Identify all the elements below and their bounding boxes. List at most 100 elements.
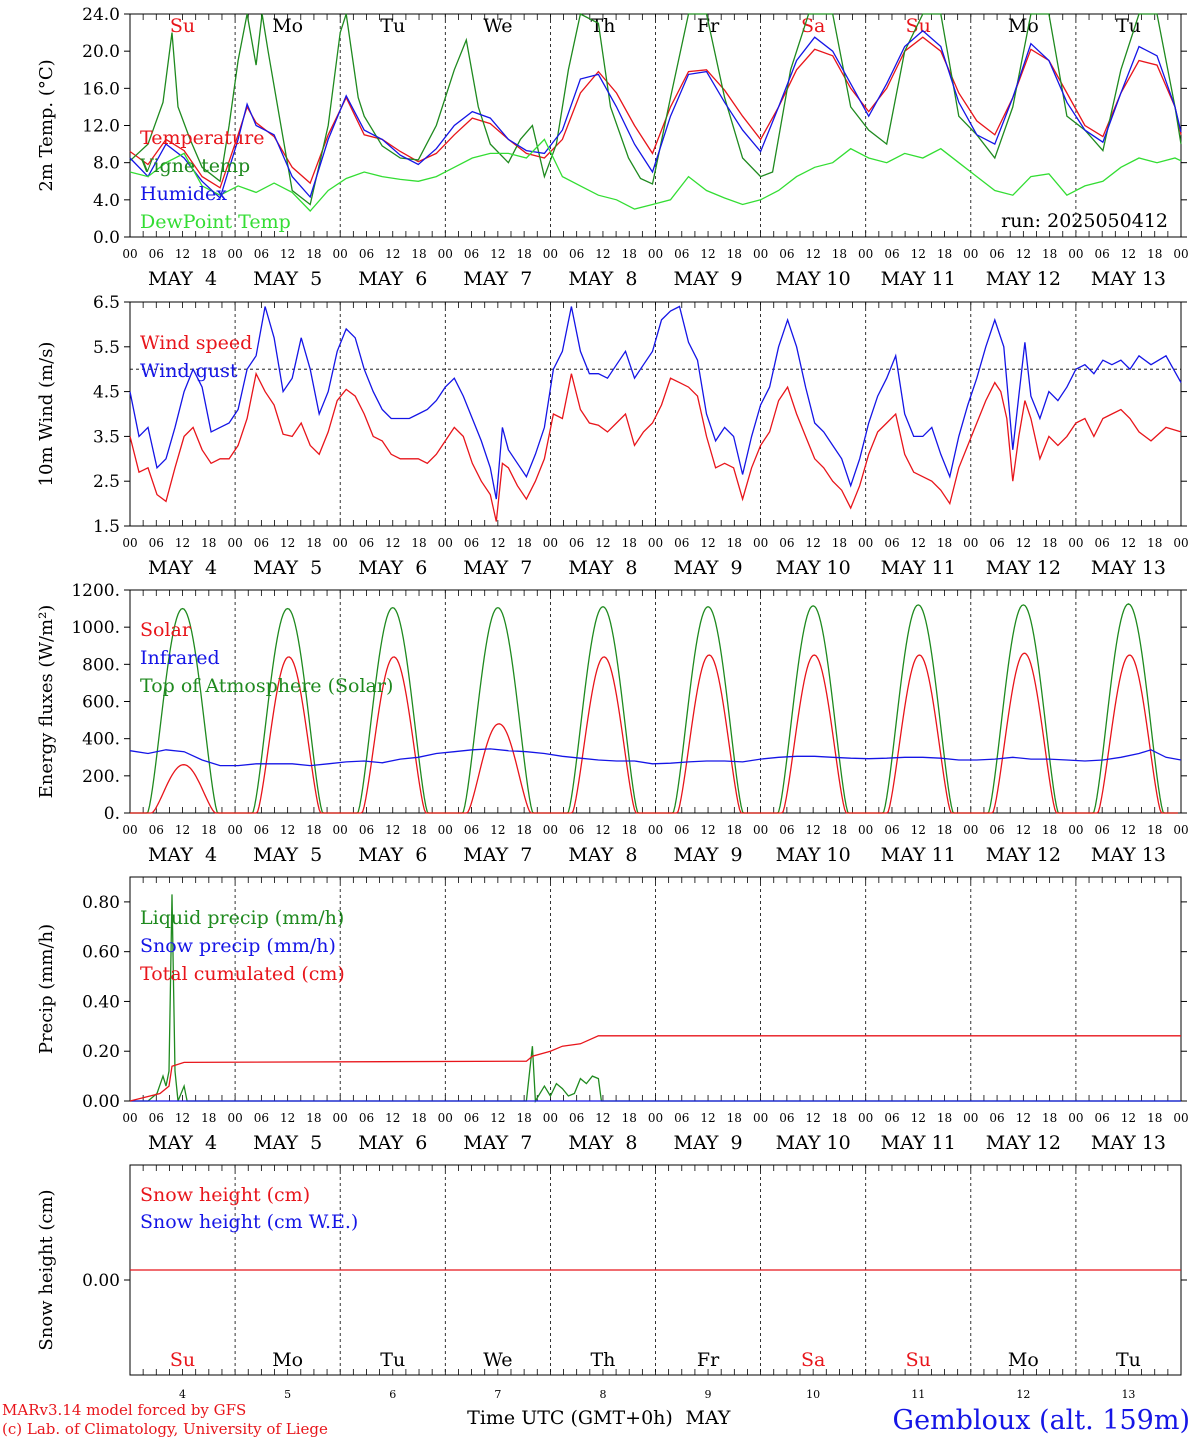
hour-tick-label: 00 bbox=[438, 823, 453, 837]
hour-tick-label: 06 bbox=[884, 247, 899, 261]
hour-tick-label: 06 bbox=[989, 823, 1004, 837]
hour-tick-label: 00 bbox=[1173, 536, 1188, 550]
hour-tick-label: 12 bbox=[490, 823, 505, 837]
date-label: MAY 5 bbox=[253, 557, 322, 579]
date-label: MAY 12 bbox=[986, 844, 1061, 866]
hour-tick-label: 18 bbox=[411, 1111, 426, 1125]
hour-tick-label: 00 bbox=[1173, 247, 1188, 261]
hour-tick-label: 18 bbox=[306, 1111, 321, 1125]
hour-tick-label: 12 bbox=[595, 823, 610, 837]
y-tick-label: 600. bbox=[82, 693, 120, 713]
hour-tick-label: 00 bbox=[543, 1111, 558, 1125]
hour-tick-label: 06 bbox=[359, 823, 374, 837]
hour-tick-label: 18 bbox=[832, 1111, 847, 1125]
y-tick-label: 4.0 bbox=[93, 191, 120, 211]
hour-tick-label: 12 bbox=[911, 823, 926, 837]
hour-tick-label: 00 bbox=[1068, 1111, 1083, 1125]
y-tick-label: 1000. bbox=[71, 618, 120, 638]
y-tick-label: 0.0 bbox=[93, 228, 120, 248]
run-label: run: 2025050412 bbox=[1001, 210, 1168, 232]
hour-tick-label: 06 bbox=[149, 823, 164, 837]
hour-tick-label: 00 bbox=[438, 1111, 453, 1125]
y-axis-label: Precip (mm/h) bbox=[36, 924, 57, 1054]
hour-tick-label: 06 bbox=[569, 1111, 584, 1125]
day-name-label: Tu bbox=[380, 1349, 405, 1371]
hour-tick-label: 12 bbox=[911, 536, 926, 550]
y-tick-label: 1200. bbox=[71, 581, 120, 601]
x-axis-label: Time UTC (GMT+0h) bbox=[467, 1407, 673, 1429]
infrared-line bbox=[129, 748, 1182, 767]
hour-tick-label: 12 bbox=[1121, 1111, 1136, 1125]
hour-tick-label: 06 bbox=[674, 1111, 689, 1125]
y-tick-label: 16.0 bbox=[82, 79, 120, 99]
hour-tick-label: 12 bbox=[280, 247, 295, 261]
hour-tick-label: 18 bbox=[1147, 823, 1162, 837]
hour-tick-label: 18 bbox=[411, 536, 426, 550]
hour-tick-label: 12 bbox=[490, 247, 505, 261]
hour-tick-label: 00 bbox=[333, 1111, 348, 1125]
hour-tick-label: 00 bbox=[1068, 823, 1083, 837]
hour-tick-label: 12 bbox=[175, 247, 190, 261]
hour-tick-label: 18 bbox=[411, 823, 426, 837]
hour-tick-label: 00 bbox=[227, 823, 242, 837]
date-label: MAY 8 bbox=[568, 1132, 637, 1154]
date-label: MAY 11 bbox=[881, 844, 956, 866]
hour-tick-label: 18 bbox=[1147, 247, 1162, 261]
hour-tick-label: 12 bbox=[1121, 536, 1136, 550]
legend-entry: Vigne temp bbox=[139, 155, 250, 177]
day-name-label: Tu bbox=[380, 15, 405, 37]
day-name-label: Sa bbox=[801, 1349, 825, 1371]
hour-tick-label: 12 bbox=[1121, 247, 1136, 261]
date-label: MAY 10 bbox=[776, 557, 851, 579]
legend-entry: Total cumulated (cm) bbox=[140, 963, 345, 985]
date-label: MAY 12 bbox=[986, 557, 1061, 579]
hour-tick-label: 12 bbox=[595, 1111, 610, 1125]
day-name-label: Mo bbox=[1008, 1349, 1039, 1371]
y-axis-label: Energy fluxes (W/m²) bbox=[36, 605, 57, 799]
hour-tick-label: 12 bbox=[490, 1111, 505, 1125]
hour-tick-label: 18 bbox=[201, 536, 216, 550]
hour-tick-label: 00 bbox=[858, 536, 873, 550]
day-date-label: 11 bbox=[911, 1388, 925, 1401]
hour-tick-label: 12 bbox=[595, 247, 610, 261]
y-tick-label: 0.00 bbox=[82, 1092, 120, 1112]
hour-tick-label: 12 bbox=[280, 536, 295, 550]
wind-series-line bbox=[129, 371, 1182, 522]
hour-tick-label: 06 bbox=[779, 1111, 794, 1125]
hour-tick-label: 12 bbox=[1016, 536, 1031, 550]
day-name-label: Th bbox=[590, 1349, 615, 1371]
date-label: MAY 6 bbox=[358, 844, 427, 866]
hour-tick-label: 06 bbox=[464, 247, 479, 261]
hour-tick-label: 18 bbox=[1147, 536, 1162, 550]
hour-tick-label: 00 bbox=[648, 1111, 663, 1125]
hour-tick-label: 00 bbox=[543, 536, 558, 550]
y-tick-label: 20.0 bbox=[82, 42, 120, 62]
hour-tick-label: 18 bbox=[516, 823, 531, 837]
y-axis-label: Snow height (cm) bbox=[36, 1189, 57, 1350]
hour-tick-label: 18 bbox=[937, 823, 952, 837]
hour-tick-label: 00 bbox=[753, 1111, 768, 1125]
day-name-label: Su bbox=[906, 1349, 931, 1371]
date-label: MAY 9 bbox=[673, 268, 742, 290]
hour-tick-label: 06 bbox=[359, 247, 374, 261]
station-label: Gembloux (alt. 159m) bbox=[893, 1405, 1190, 1436]
hour-tick-label: 00 bbox=[543, 247, 558, 261]
date-label: MAY 9 bbox=[673, 844, 742, 866]
y-tick-label: 0.20 bbox=[82, 1042, 120, 1062]
hour-tick-label: 00 bbox=[227, 536, 242, 550]
date-label: MAY 11 bbox=[881, 1132, 956, 1154]
hour-tick-label: 18 bbox=[727, 536, 742, 550]
panel-1-frame bbox=[129, 301, 1182, 527]
date-label: MAY 5 bbox=[253, 1132, 322, 1154]
hour-tick-label: 18 bbox=[832, 536, 847, 550]
hour-tick-label: 00 bbox=[648, 823, 663, 837]
date-label: MAY 4 bbox=[148, 1132, 217, 1154]
y-tick-label: 5.5 bbox=[93, 338, 120, 358]
hour-tick-label: 00 bbox=[753, 536, 768, 550]
hour-tick-label: 00 bbox=[753, 247, 768, 261]
y-tick-label: 0.40 bbox=[82, 992, 120, 1012]
day-name-label: Fr bbox=[697, 1349, 720, 1371]
hour-tick-label: 18 bbox=[937, 1111, 952, 1125]
legend-entry: Liquid precip (mm/h) bbox=[140, 907, 344, 929]
